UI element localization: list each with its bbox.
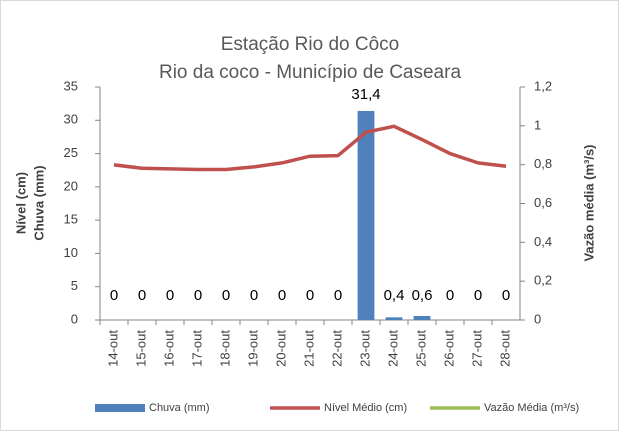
chart-title: Estação Rio do Côco — [221, 34, 400, 55]
legend-label: Nível Médio (cm) — [324, 402, 407, 414]
x-tick-label: 20-out — [273, 330, 288, 367]
bar — [385, 317, 403, 320]
y2-tick-label: 0,6 — [534, 195, 552, 210]
x-tick-label: 26-out — [441, 330, 456, 367]
y-tick-label: 5 — [71, 278, 78, 293]
x-tick-label: 25-out — [413, 330, 428, 367]
legend-label: Chuva (mm) — [149, 402, 210, 414]
data-label: 0 — [446, 287, 454, 304]
y-tick-label: 25 — [64, 145, 78, 160]
y-tick-label: 20 — [64, 178, 78, 193]
x-tick-label: 21-out — [301, 330, 316, 367]
y2-axis-title: Vazão média (m³/s) — [581, 144, 596, 261]
x-tick-label: 23-out — [357, 330, 372, 367]
y-tick-label: 0 — [71, 311, 78, 326]
data-label: 31,4 — [351, 86, 380, 103]
y-axis-title: Chuva (mm) — [31, 165, 46, 240]
bar — [413, 316, 431, 320]
y2-tick-label: 0,2 — [534, 273, 552, 288]
data-label: 0 — [166, 287, 174, 304]
data-label: 0,6 — [412, 287, 433, 304]
x-tick-label: 14-out — [105, 330, 120, 367]
chart-subtitle: Rio da coco - Município de Caseara — [159, 62, 461, 83]
x-tick-label: 18-out — [217, 330, 232, 367]
x-tick-label: 27-out — [469, 330, 484, 367]
x-tick-label: 28-out — [497, 330, 512, 367]
data-label: 0 — [222, 287, 230, 304]
y2-tick-label: 1,2 — [534, 78, 552, 93]
data-label: 0 — [334, 287, 342, 304]
data-label: 0 — [502, 287, 510, 304]
y2-tick-label: 0,4 — [534, 234, 552, 249]
y-tick-label: 15 — [64, 212, 78, 227]
legend-label: Vazão Média (m³/s) — [484, 402, 579, 414]
x-tick-label: 15-out — [133, 330, 148, 367]
data-label: 0 — [278, 287, 286, 304]
x-tick-label: 24-out — [385, 330, 400, 367]
legend-swatch — [95, 404, 145, 412]
y2-tick-label: 0,8 — [534, 156, 552, 171]
data-label: 0 — [110, 287, 118, 304]
x-tick-label: 19-out — [245, 330, 260, 367]
x-tick-label: 17-out — [189, 330, 204, 367]
y-tick-label: 35 — [64, 78, 78, 93]
x-tick-label: 22-out — [329, 330, 344, 367]
y-tick-label: 10 — [64, 245, 78, 260]
y2-tick-label: 1 — [534, 117, 541, 132]
line — [113, 124, 507, 172]
data-label: 0 — [194, 287, 202, 304]
data-label: 0,4 — [384, 287, 405, 304]
y-tick-label: 30 — [64, 112, 78, 127]
x-tick-label: 16-out — [161, 330, 176, 367]
y-axis-title: Nível (cm) — [13, 172, 28, 234]
data-label: 0 — [474, 287, 482, 304]
data-label: 0 — [138, 287, 146, 304]
data-label: 0 — [306, 287, 314, 304]
y2-tick-label: 0 — [534, 311, 541, 326]
bar — [357, 110, 375, 320]
data-label: 0 — [250, 287, 258, 304]
